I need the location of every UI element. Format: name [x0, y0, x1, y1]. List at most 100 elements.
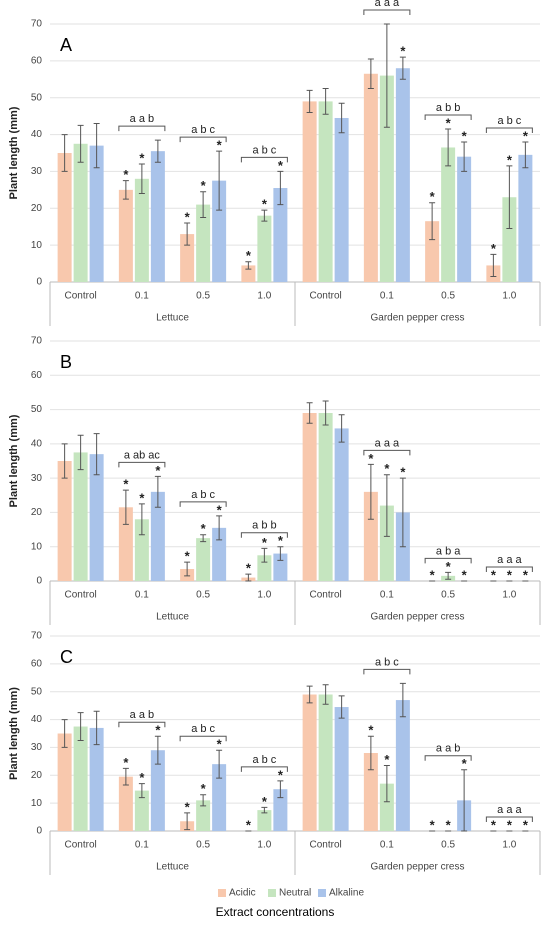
significance-marker: *	[507, 567, 513, 582]
y-axis-label: Plant length (mm)	[8, 687, 20, 780]
error-bar	[277, 546, 284, 561]
error-bar	[138, 783, 145, 799]
y-tick-label: 20	[31, 770, 43, 781]
error-bar	[77, 434, 84, 471]
significance-marker: *	[491, 567, 497, 582]
letter-annotation: a b b	[252, 520, 276, 532]
bar	[318, 694, 333, 831]
legend-label: Alkaline	[329, 888, 364, 899]
bracket	[363, 449, 411, 456]
error-bar	[306, 402, 313, 424]
bracket	[118, 461, 166, 468]
letter-annotation: a b c	[497, 115, 521, 127]
error-bar	[367, 58, 374, 89]
bar	[318, 413, 333, 581]
significance-marker: *	[185, 209, 191, 224]
y-tick-label: 40	[31, 129, 43, 140]
error-bar	[277, 780, 284, 799]
group-label: Lettuce	[156, 313, 189, 324]
letter-annotation: a a a	[375, 437, 400, 449]
bar	[196, 204, 211, 282]
bar	[334, 117, 349, 282]
y-tick-label: 20	[31, 203, 43, 214]
bracket	[424, 557, 472, 564]
significance-marker: *	[139, 150, 145, 165]
error-bar	[306, 89, 313, 113]
y-tick-label: 30	[31, 742, 43, 753]
error-bar	[61, 443, 68, 479]
significance-marker: *	[523, 128, 529, 143]
significance-marker: *	[262, 535, 268, 550]
significance-marker: *	[384, 752, 390, 767]
error-bar	[93, 123, 100, 169]
bar	[425, 221, 440, 282]
error-bar	[122, 180, 129, 200]
panel-label: C	[60, 647, 73, 667]
x-tick-label: Control	[65, 291, 97, 302]
significance-marker: *	[430, 567, 436, 582]
significance-marker: *	[185, 549, 191, 564]
significance-marker: *	[217, 502, 223, 517]
x-tick-label: 0.5	[196, 291, 210, 302]
bar	[196, 800, 211, 831]
letter-annotation: a a b	[436, 743, 460, 755]
x-tick-label: 0.5	[441, 590, 455, 601]
error-bar	[93, 433, 100, 476]
letter-annotation: a a a	[497, 804, 522, 816]
significance-marker: *	[262, 794, 268, 809]
bracket	[240, 532, 288, 538]
error-bar	[245, 573, 252, 582]
error-bar	[383, 23, 390, 128]
significance-marker: *	[430, 817, 436, 832]
x-tick-label: Control	[65, 840, 97, 851]
bar	[212, 527, 227, 581]
significance-marker: *	[217, 138, 223, 153]
x-tick-label: 0.1	[135, 291, 149, 302]
bar	[57, 153, 72, 282]
bar	[363, 753, 378, 831]
bar	[457, 156, 472, 282]
letter-annotation: a ab ac	[124, 449, 161, 461]
legend-label: Acidic	[229, 888, 256, 899]
bar	[118, 189, 133, 282]
letter-annotation: a b c	[252, 144, 276, 156]
y-tick-label: 50	[31, 404, 43, 415]
x-tick-label: 0.1	[135, 840, 149, 851]
significance-marker: *	[201, 178, 207, 193]
error-bar	[429, 202, 436, 241]
significance-marker: *	[523, 567, 529, 582]
x-tick-label: 1.0	[502, 590, 516, 601]
bar	[150, 151, 165, 282]
bar	[212, 180, 227, 282]
legend-label: Neutral	[279, 888, 311, 899]
bar	[118, 776, 133, 831]
bar	[241, 265, 256, 282]
group-label: Lettuce	[156, 862, 189, 873]
x-tick-label: 1.0	[257, 590, 271, 601]
panel-label: B	[60, 352, 72, 372]
significance-marker: *	[139, 770, 145, 785]
significance-marker: *	[462, 128, 468, 143]
significance-marker: *	[278, 158, 284, 173]
bar	[379, 783, 394, 831]
error-bar	[445, 571, 452, 580]
bar	[118, 507, 133, 581]
error-bar	[200, 534, 207, 543]
bracket	[363, 668, 411, 675]
bracket	[363, 9, 411, 15]
bar	[363, 491, 378, 581]
bar	[57, 733, 72, 831]
legend-swatch	[318, 889, 326, 897]
significance-marker: *	[446, 115, 452, 130]
legend-swatch	[218, 889, 226, 897]
significance-marker: *	[217, 737, 223, 752]
x-tick-label: 1.0	[257, 291, 271, 302]
bracket	[179, 501, 227, 507]
error-bar	[200, 794, 207, 807]
letter-annotation: a b b	[436, 102, 460, 114]
y-tick-label: 70	[31, 19, 43, 30]
significance-marker: *	[185, 799, 191, 814]
bar	[318, 101, 333, 283]
error-bar	[245, 261, 252, 270]
group-label: Lettuce	[156, 612, 189, 623]
